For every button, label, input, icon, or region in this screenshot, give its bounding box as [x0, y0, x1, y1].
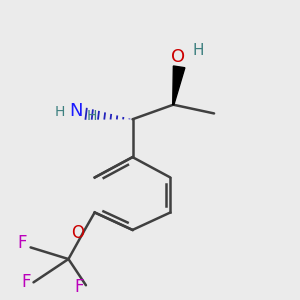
Text: H: H [87, 110, 97, 123]
Polygon shape [173, 66, 185, 105]
Text: H: H [55, 105, 65, 119]
Text: N: N [69, 101, 82, 119]
Text: H: H [192, 43, 204, 58]
Text: F: F [17, 234, 27, 252]
Text: F: F [22, 273, 31, 291]
Text: F: F [74, 278, 83, 296]
Text: O: O [71, 224, 84, 242]
Text: O: O [171, 48, 185, 66]
